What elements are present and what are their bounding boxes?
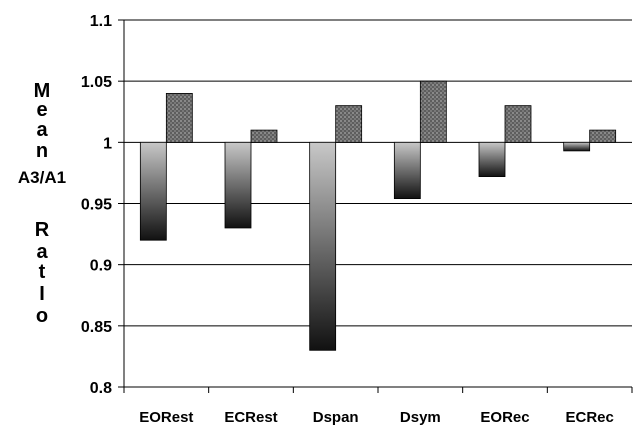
y-axis-label-line: I bbox=[39, 283, 45, 305]
bar-series1-dsym bbox=[393, 141, 421, 200]
bar-series1-ecrec bbox=[563, 141, 591, 152]
y-axis-label-line: n bbox=[36, 140, 48, 162]
y-axis-label-line: A3/A1 bbox=[18, 168, 66, 187]
y-axis-label-line: R bbox=[35, 219, 50, 241]
y-tick-label: 0.8 bbox=[90, 380, 112, 397]
bar-series2-ecrest bbox=[250, 129, 278, 143]
x-category-label: ECRest bbox=[224, 409, 277, 426]
bar-series1-dspan bbox=[309, 141, 337, 351]
bar-series1-ecrest bbox=[224, 141, 252, 229]
y-tick-labels: 0.8 0.85 0.9 0.95 1 1.05 1.1 bbox=[81, 13, 112, 397]
y-tick-label: 1.05 bbox=[81, 74, 112, 91]
bar-series2-dsym bbox=[419, 80, 447, 143]
y-tick-label: 0.85 bbox=[81, 319, 112, 336]
bar-series2-dspan bbox=[335, 105, 363, 143]
bars bbox=[139, 80, 617, 351]
y-axis-label-line: M bbox=[34, 80, 51, 102]
y-axis-label-line: a bbox=[36, 241, 48, 263]
x-category-label: EORec bbox=[480, 409, 529, 426]
bar-series1-eorest bbox=[139, 141, 167, 241]
bar-series2-eorest bbox=[165, 93, 193, 143]
y-axis-label-line: e bbox=[36, 99, 47, 121]
bar-series2-eorec bbox=[504, 105, 532, 143]
x-category-label: EORest bbox=[139, 409, 193, 426]
gridlines bbox=[124, 19, 632, 327]
y-tick-label: 1.1 bbox=[90, 13, 112, 30]
y-axis-label-line: o bbox=[36, 305, 48, 327]
bar-series1-eorec bbox=[478, 141, 506, 177]
y-axis-label-line: a bbox=[36, 119, 48, 141]
y-tick-label: 1 bbox=[103, 135, 112, 152]
x-category-labels: EORest ECRest Dspan Dsym EORec ECRec bbox=[139, 409, 614, 426]
x-category-label: ECRec bbox=[565, 409, 613, 426]
y-axis-label-line: t bbox=[39, 261, 46, 283]
x-category-label: Dspan bbox=[313, 409, 359, 426]
axes bbox=[118, 19, 633, 393]
x-category-label: Dsym bbox=[400, 409, 441, 426]
bar-series2-ecrec bbox=[589, 129, 617, 143]
y-tick-label: 0.9 bbox=[90, 258, 112, 275]
y-tick-label: 0.95 bbox=[81, 197, 112, 214]
